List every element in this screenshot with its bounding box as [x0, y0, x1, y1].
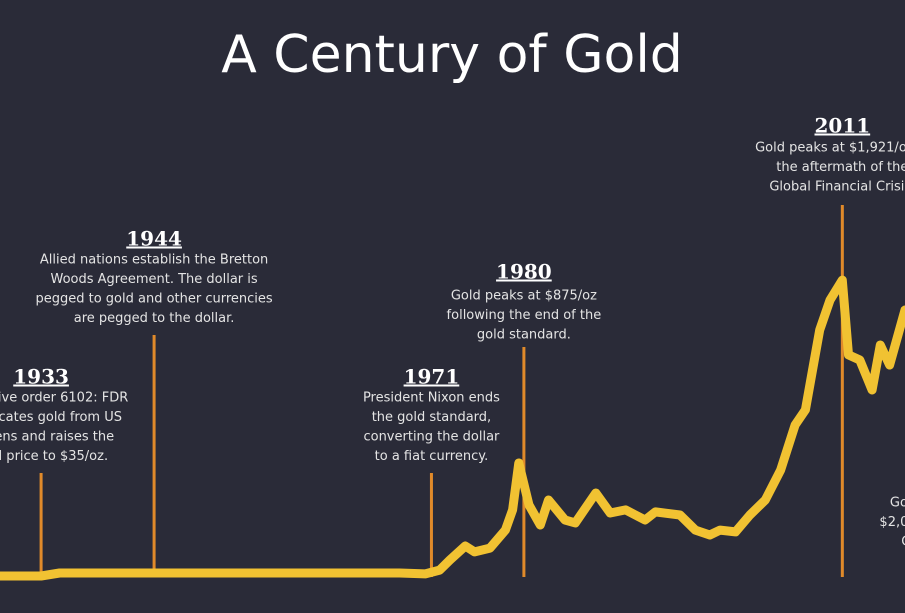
annotation-text: COVID-19. — [901, 535, 905, 550]
annotation-year: 2011 — [815, 114, 871, 138]
annotation-year: 1944 — [126, 227, 182, 251]
annotation-year: 1933 — [13, 365, 69, 389]
annotation-text: confiscates gold from US — [0, 410, 122, 425]
chart-title: A Century of Gold — [221, 25, 683, 85]
annotation-text: to a fiat currency. — [375, 449, 489, 464]
annotation-text: are pegged to the dollar. — [74, 311, 235, 326]
annotation-text: following the end of the — [447, 308, 602, 323]
annotation-text: Gold peaks at $1,921/oz in — [755, 141, 905, 156]
annotation-year: 1980 — [496, 260, 552, 284]
annotation-text: Global Financial Crisis. — [769, 180, 905, 195]
annotation-text: Executive order 6102: FDR — [0, 391, 128, 406]
annotation-text: pegged to gold and other currencies — [35, 292, 272, 307]
annotation-text: converting the dollar — [363, 430, 500, 445]
annotation-text: citizens and raises the — [0, 430, 114, 445]
annotation-text: the gold standard, — [372, 410, 491, 425]
annotation-text: Gold peaks at $875/oz — [451, 289, 597, 304]
annotation-text: gold standard. — [477, 328, 571, 343]
annotation-text: President Nixon ends — [363, 391, 500, 406]
annotation-text: Allied nations establish the Bretton — [40, 253, 268, 268]
annotation-text: $2,075/oz during — [879, 515, 905, 530]
annotation-text: gold price to $35/oz. — [0, 449, 108, 464]
annotation-text: Gold peaks at — [890, 496, 905, 511]
annotation-year: 1971 — [404, 365, 460, 389]
price-line — [0, 275, 905, 581]
annotation-text: Woods Agreement. The dollar is — [50, 272, 257, 287]
annotation-text: the aftermath of the — [776, 160, 905, 175]
